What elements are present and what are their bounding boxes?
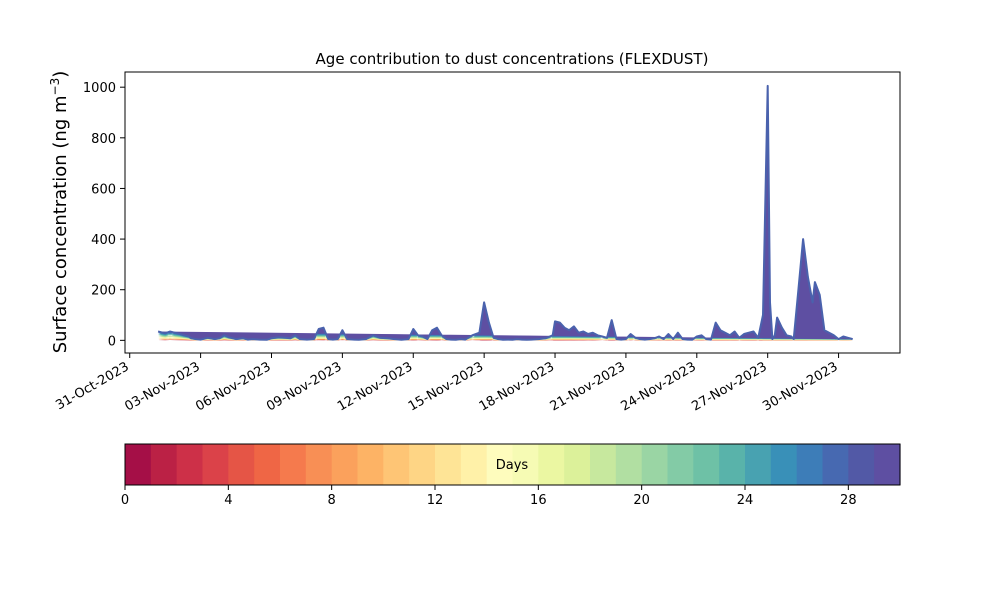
colorbar-swatch-23: [719, 444, 746, 485]
colorbar-swatch-3: [202, 444, 229, 485]
age-band-25: [158, 144, 853, 340]
age-band-24: [158, 157, 853, 340]
colorbar-swatch-24: [745, 444, 772, 485]
colorbar-swatch-28: [848, 444, 875, 485]
x-tick-label: 24-Nov-2023: [619, 359, 699, 414]
colorbar-swatch-5: [254, 444, 281, 485]
y-axis-label: Surface concentration (ng m−3): [48, 71, 71, 354]
age-band-16: [158, 245, 853, 341]
colorbar-swatch-2: [176, 444, 204, 485]
age-band-12: [158, 277, 853, 341]
x-tick-label: 30-Nov-2023: [760, 359, 840, 414]
age-band-27: [158, 116, 853, 340]
age-band-20: [158, 205, 853, 341]
colorbar-swatch-26: [796, 444, 824, 485]
colorbar-swatch-10: [383, 444, 410, 485]
colorbar-swatch-8: [331, 444, 359, 485]
y-tick-label: 0: [108, 334, 116, 349]
y-axis: 0 200 400 600 800 1000: [83, 81, 125, 349]
colorbar-swatch-22: [693, 444, 720, 485]
colorbar-swatch-11: [409, 444, 436, 485]
y-tick-label: 400: [91, 233, 116, 248]
age-areas: [158, 85, 853, 341]
colorbar-swatch-6: [280, 444, 307, 485]
x-tick-label: 09-Nov-2023: [264, 359, 344, 414]
colorbar-swatch-14: [486, 444, 514, 485]
colorbar-swatch-9: [357, 444, 384, 485]
x-tick-label: 21-Nov-2023: [548, 359, 628, 414]
colorbar-swatch-27: [822, 444, 849, 485]
age-band-22: [158, 182, 853, 340]
x-axis: 31-Oct-202303-Nov-202306-Nov-202309-Nov-…: [53, 353, 841, 414]
colorbar-swatch-0: [125, 444, 152, 485]
y-axis-label-close: ): [50, 71, 71, 78]
colorbar-tick-label: 8: [328, 493, 336, 508]
age-band-28: [158, 101, 853, 340]
age-band-29: [158, 85, 853, 340]
colorbar-label: Days: [496, 458, 529, 473]
chart-title: Age contribution to dust concentrations …: [316, 50, 709, 68]
colorbar-tick-label: 16: [530, 493, 547, 508]
x-tick-label: 03-Nov-2023: [122, 359, 202, 414]
y-tick-label: 200: [91, 284, 116, 299]
colorbar-swatch-12: [435, 444, 462, 485]
colorbar-swatch-25: [770, 444, 798, 485]
y-tick-label: 800: [91, 132, 116, 147]
colorbar-swatch-7: [305, 444, 333, 485]
y-tick-label: 600: [91, 182, 116, 197]
x-tick-label: 15-Nov-2023: [406, 359, 486, 414]
colorbar-tick-label: 24: [737, 493, 754, 508]
colorbar-swatch-18: [590, 444, 617, 485]
colorbar-swatch-20: [641, 444, 669, 485]
colorbar-tick-label: 12: [427, 493, 444, 508]
plot-frame: [124, 71, 901, 354]
age-band-17: [158, 236, 853, 341]
colorbar-frame: [124, 443, 901, 486]
age-band-14: [158, 262, 853, 341]
colorbar-swatch-13: [460, 444, 488, 485]
total-concentration-line: [157, 84, 853, 341]
colorbar-axis: 0 4 8 12 16 20 24 28: [121, 485, 857, 508]
age-band-15: [158, 254, 853, 341]
colorbar-swatch-15: [512, 444, 539, 485]
colorbar-tick-label: 28: [840, 493, 857, 508]
age-band-18: [158, 226, 853, 341]
age-band-23: [158, 170, 853, 340]
total-line-group: [157, 84, 853, 341]
age-band-19: [158, 216, 853, 341]
colorbar-swatch-4: [228, 444, 255, 485]
colorbar: [125, 444, 901, 485]
y-axis-label-sup: −3: [48, 78, 62, 96]
colorbar-swatch-1: [150, 444, 178, 485]
age-band-26: [158, 130, 853, 340]
colorbar-tick-label: 0: [121, 493, 129, 508]
y-axis-label-main: Surface concentration (ng m: [50, 95, 71, 353]
x-tick-label: 06-Nov-2023: [193, 359, 273, 414]
x-tick-label: 27-Nov-2023: [689, 359, 769, 414]
colorbar-swatch-29: [874, 444, 901, 485]
colorbar-swatch-21: [667, 444, 694, 485]
x-tick-label: 12-Nov-2023: [335, 359, 415, 414]
age-band-13: [158, 270, 853, 341]
x-tick-label: 31-Oct-2023: [53, 359, 131, 413]
y-tick-label: 1000: [83, 81, 116, 96]
colorbar-tick-label: 20: [633, 493, 650, 508]
colorbar-swatch-17: [564, 444, 591, 485]
colorbar-swatch-16: [538, 444, 565, 485]
colorbar-swatch-19: [615, 444, 643, 485]
x-tick-label: 18-Nov-2023: [477, 359, 557, 414]
age-band-21: [158, 194, 853, 341]
colorbar-tick-label: 4: [224, 493, 232, 508]
